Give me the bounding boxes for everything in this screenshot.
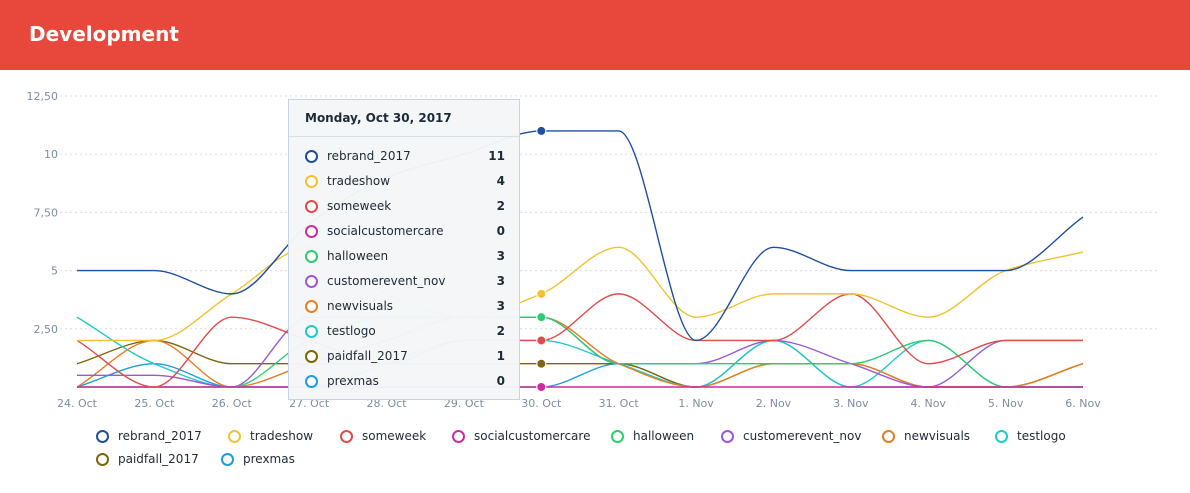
series-line-newvisuals <box>76 316 1084 388</box>
tooltip-series-value: 0 <box>496 374 505 388</box>
legend-dot-icon <box>96 453 109 466</box>
tooltip-row: newvisuals 3 <box>305 297 505 315</box>
tooltip-row: rebrand_2017 11 <box>305 147 505 165</box>
tooltip-series-name: someweek <box>327 199 392 213</box>
legend-label: newvisuals <box>904 429 971 443</box>
legend-label: rebrand_2017 <box>118 429 202 443</box>
series-dot-icon <box>305 150 318 163</box>
data-point-halloween[interactable] <box>536 312 547 323</box>
legend-label: someweek <box>362 429 427 443</box>
tooltip-row: tradeshow 4 <box>305 172 505 190</box>
tooltip-series-value: 2 <box>496 199 505 213</box>
tooltip-series-value: 3 <box>496 249 505 263</box>
x-tick-label: 24. Oct <box>57 397 98 410</box>
tooltip-series-value: 3 <box>496 274 505 288</box>
legend-label: halloween <box>633 429 695 443</box>
data-point-someweek[interactable] <box>536 335 547 346</box>
series-dot-icon <box>305 375 318 388</box>
y-tick-label: 7,50 <box>34 206 59 219</box>
legend-dot-icon <box>96 430 109 443</box>
y-tick-label: 2,50 <box>34 323 59 336</box>
x-tick-label: 30. Oct <box>521 397 562 410</box>
tooltip-series-value: 0 <box>496 224 505 238</box>
legend-label: testlogo <box>1017 429 1066 443</box>
x-tick-label: 1. Nov <box>678 397 714 410</box>
legend-dot-icon <box>611 430 624 443</box>
legend-label: customerevent_nov <box>743 429 862 443</box>
series-dot-icon <box>305 275 318 288</box>
tooltip-row: testlogo 2 <box>305 322 505 340</box>
tooltip-row: prexmas 0 <box>305 372 505 390</box>
tooltip-series-value: 3 <box>496 299 505 313</box>
legend-label: socialcustomercare <box>474 429 591 443</box>
legend-dot-icon <box>452 430 465 443</box>
x-tick-label: 26. Oct <box>212 397 253 410</box>
series-dot-icon <box>305 250 318 263</box>
tooltip-series-name: customerevent_nov <box>327 274 446 288</box>
tooltip-series-name: socialcustomercare <box>327 224 444 238</box>
series-dot-icon <box>305 350 318 363</box>
tooltip-series-name: newvisuals <box>327 299 394 313</box>
series-line-testlogo <box>76 316 1083 388</box>
tooltip-series-name: rebrand_2017 <box>327 149 411 163</box>
tooltip-row: someweek 2 <box>305 197 505 215</box>
tooltip-series-name: tradeshow <box>327 174 391 188</box>
legend-dot-icon <box>721 430 734 443</box>
legend-label: tradeshow <box>250 429 314 443</box>
series-line-someweek <box>76 293 1083 388</box>
series-line-halloween <box>77 316 1083 388</box>
x-tick-label: 27. Oct <box>289 397 330 410</box>
series-dot-icon <box>305 200 318 213</box>
tooltip-series-name: prexmas <box>327 374 379 388</box>
tooltip-date: Monday, Oct 30, 2017 <box>289 100 519 137</box>
series-line-customerevent_nov <box>77 316 1083 388</box>
legend-label: paidfall_2017 <box>118 452 199 466</box>
data-point-paidfall_2017[interactable] <box>536 358 547 369</box>
x-tick-label: 2. Nov <box>756 397 792 410</box>
x-tick-label: 4. Nov <box>910 397 946 410</box>
tooltip-row: halloween 3 <box>305 247 505 265</box>
tooltip-series-value: 11 <box>488 149 505 163</box>
x-tick-label: 28. Oct <box>367 397 408 410</box>
series-dot-icon <box>305 225 318 238</box>
x-tick-label: 29. Oct <box>444 397 485 410</box>
y-tick-label: 12,50 <box>27 90 59 103</box>
legend-dot-icon <box>340 430 353 443</box>
series-dot-icon <box>305 300 318 313</box>
series-dot-icon <box>305 325 318 338</box>
data-point-tradeshow[interactable] <box>536 288 547 299</box>
legend-dot-icon <box>228 430 241 443</box>
legend-dot-icon <box>882 430 895 443</box>
tooltip-series-name: halloween <box>327 249 389 263</box>
x-tick-label: 31. Oct <box>599 397 640 410</box>
data-point-rebrand_2017[interactable] <box>536 125 547 136</box>
tooltip-series-name: testlogo <box>327 324 376 338</box>
x-tick-label: 3. Nov <box>833 397 869 410</box>
legend-dot-icon <box>221 453 234 466</box>
page-title: Development <box>29 22 179 46</box>
tooltip-series-value: 4 <box>496 174 505 188</box>
data-point-socialcustomercare[interactable] <box>536 382 547 392</box>
page-header: Development <box>0 0 1190 70</box>
legend-label: prexmas <box>243 452 295 466</box>
chart-tooltip: Monday, Oct 30, 2017 rebrand_2017 11 trade… <box>288 99 520 400</box>
x-tick-label: 5. Nov <box>988 397 1024 410</box>
tooltip-series-value: 2 <box>496 324 505 338</box>
y-tick-label: 5 <box>51 265 58 278</box>
series-line-tradeshow <box>77 246 1084 342</box>
x-tick-label: 6. Nov <box>1065 397 1101 410</box>
tooltip-row: customerevent_nov 3 <box>305 272 505 290</box>
series-line-rebrand_2017 <box>77 130 1084 342</box>
tooltip-row: socialcustomercare 0 <box>305 222 505 240</box>
tooltip-series-name: paidfall_2017 <box>327 349 408 363</box>
y-tick-label: 10 <box>44 148 58 161</box>
x-tick-label: 25. Oct <box>134 397 175 410</box>
tooltip-row: paidfall_2017 1 <box>305 347 505 365</box>
series-dot-icon <box>305 175 318 188</box>
tooltip-series-value: 1 <box>496 349 505 363</box>
legend-dot-icon <box>995 430 1008 443</box>
